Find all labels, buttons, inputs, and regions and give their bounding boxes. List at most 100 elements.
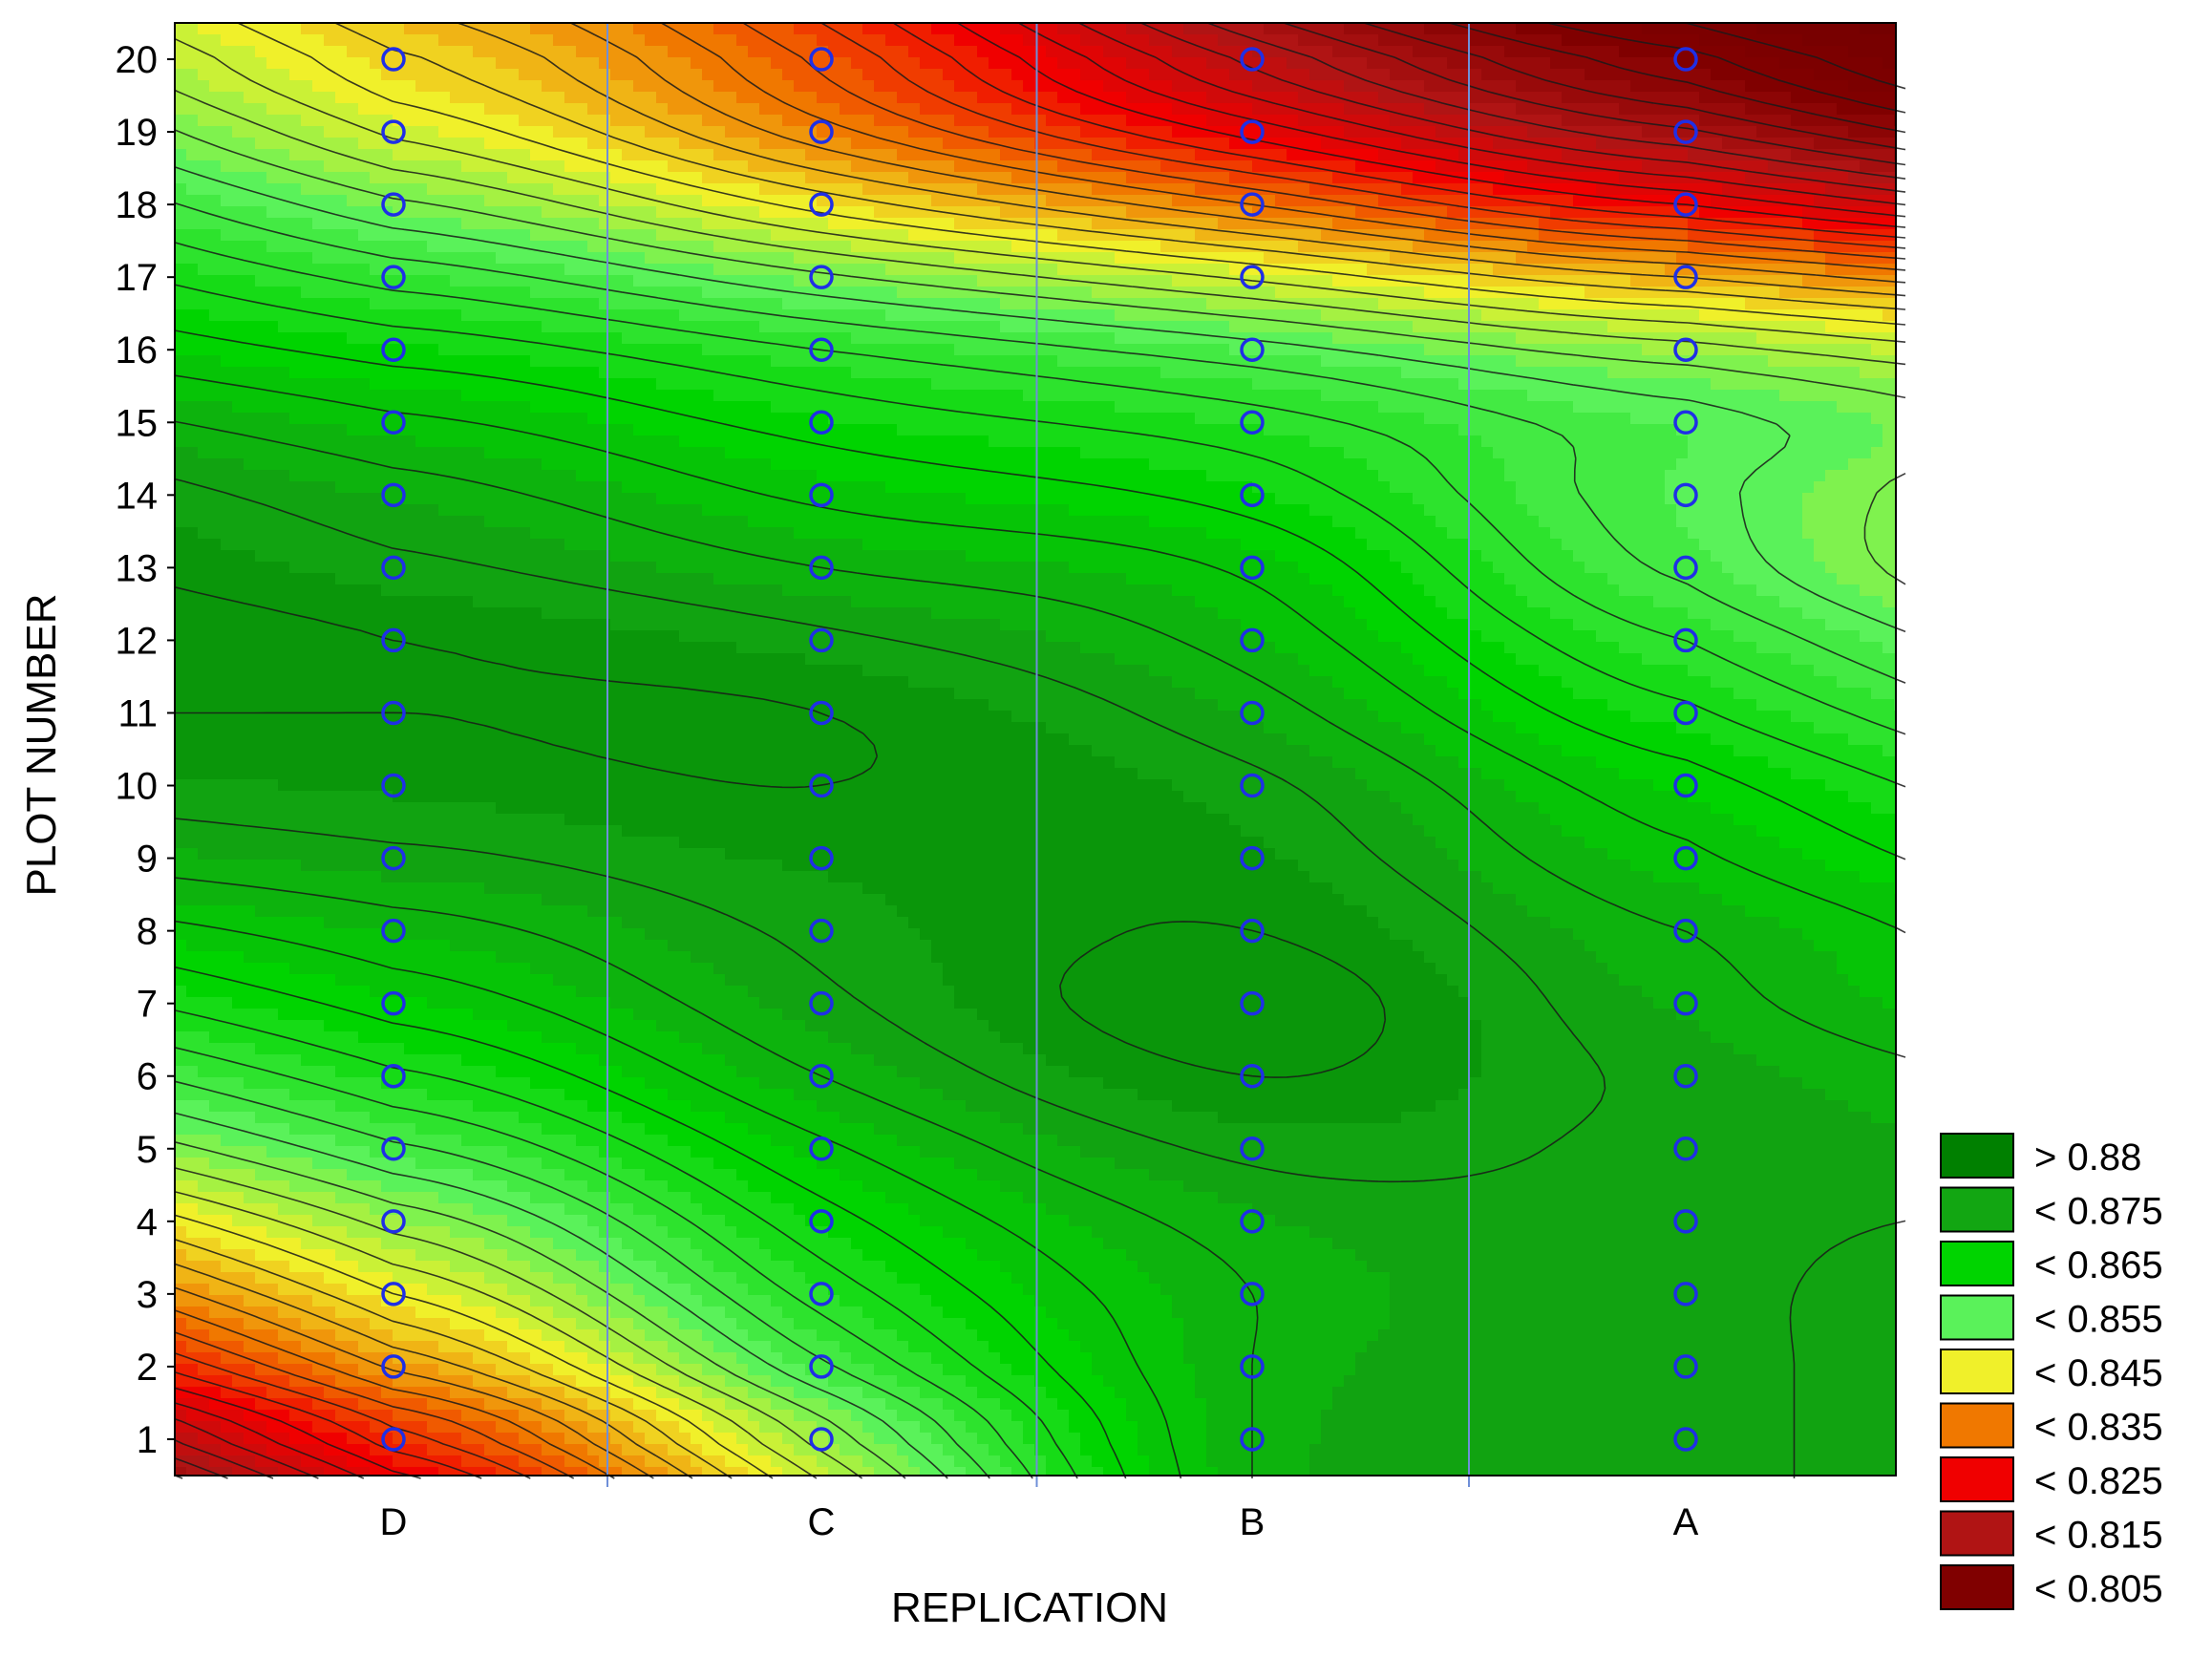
contour-cell [370,57,382,70]
contour-cell [507,287,520,299]
contour-cell [255,103,267,116]
contour-cell [691,321,703,333]
contour-cell [736,241,749,253]
contour-cell [175,252,187,265]
contour-cell [335,46,348,58]
contour-cell [1195,378,1207,391]
contour-cell [725,309,737,322]
contour-cell [874,309,886,322]
contour-cell [645,34,657,47]
contour-cell [702,115,714,127]
contour-cell [736,206,749,219]
contour-cell [347,46,359,58]
contour-cell [530,115,542,127]
contour-cell [1103,241,1116,253]
contour-cell [1676,241,1689,253]
contour-cell [1814,138,1826,150]
contour-cell [1218,298,1230,310]
contour-cell [954,229,967,242]
contour-cell [1115,57,1127,70]
contour-cell [1138,115,1150,127]
contour-cell [862,69,875,81]
contour-cell [576,46,588,58]
contour-cell [1516,321,1528,333]
contour-cell [1711,390,1723,402]
contour-cell [1665,80,1677,93]
contour-cell [966,80,978,93]
contour-cell [1183,355,1196,368]
contour-cell [209,321,222,333]
contour-cell [576,126,588,138]
contour-cell [1218,172,1230,184]
contour-cell [1607,138,1620,150]
contour-cell [1779,34,1792,47]
contour-cell [1871,367,1883,379]
contour-cell [1642,206,1654,219]
contour-cell [817,218,829,230]
contour-cell [564,321,577,333]
contour-cell [748,264,760,276]
contour-cell [1367,92,1379,104]
contour-cell [1172,218,1184,230]
contour-cell [347,390,359,402]
contour-cell [759,57,772,70]
contour-cell [1745,80,1757,93]
contour-cell [713,344,726,356]
contour-cell [1688,241,1700,253]
contour-cell [1275,287,1287,299]
contour-cell [633,183,646,196]
contour-cell [656,23,669,35]
contour-cell [404,355,416,368]
contour-cell [1092,252,1104,265]
contour-cell [530,344,542,356]
contour-cell [1183,126,1196,138]
contour-cell [691,264,703,276]
contour-cell [301,321,313,333]
contour-cell [1378,309,1391,322]
contour-cell [759,309,772,322]
contour-cell [289,115,302,127]
contour-cell [817,321,829,333]
contour-cell [1802,57,1815,70]
contour-cell [668,57,680,70]
contour-cell [885,160,898,173]
contour-cell [381,367,393,379]
contour-cell [1573,69,1585,81]
contour-cell [1115,390,1127,402]
contour-cell [1092,390,1104,402]
contour-cell [1092,103,1104,116]
contour-cell [587,92,600,104]
contour-cell [1206,183,1219,196]
contour-cell [209,298,222,310]
contour-cell [1871,309,1883,322]
contour-cell [736,287,749,299]
contour-cell [645,252,657,265]
contour-cell [576,287,588,299]
contour-cell [1814,103,1826,116]
contour-cell [977,46,989,58]
contour-cell [1309,378,1322,391]
contour-cell [1183,183,1196,196]
contour-cell [679,390,691,402]
contour-cell [198,57,210,70]
contour-cell [186,264,199,276]
contour-cell [1367,355,1379,368]
contour-cell [691,378,703,391]
contour-cell [461,264,474,276]
contour-cell [312,195,325,207]
contour-cell [1069,23,1081,35]
contour-cell [1287,57,1299,70]
contour-cell [1046,57,1058,70]
contour-cell [908,92,921,104]
contour-cell [1470,390,1482,402]
contour-cell [817,367,829,379]
contour-cell [1573,241,1585,253]
contour-cell [633,378,646,391]
contour-cell [1756,275,1769,287]
contour-cell [1470,92,1482,104]
contour-cell [232,160,245,173]
contour-cell [1562,241,1574,253]
contour-cell [312,309,325,322]
contour-cell [679,252,691,265]
contour-cell [622,344,634,356]
